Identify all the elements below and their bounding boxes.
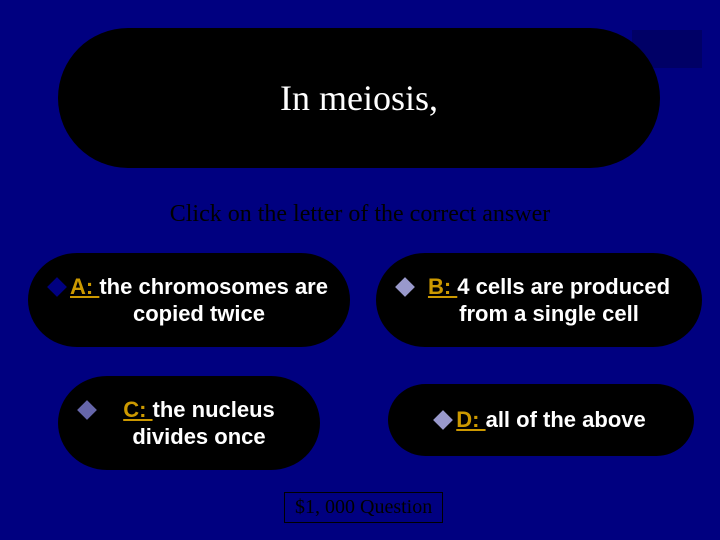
diamond-bullet-icon [77,400,97,420]
diamond-bullet-icon [395,277,415,297]
answer-c-body: C: the nucleus divides once [100,396,298,451]
question-text: In meiosis, [280,77,438,119]
answer-a-row: A: the chromosomes are copied twice [50,273,328,328]
answer-b-text: 4 cells are produced from a single cell [457,274,670,327]
answer-b-row: B: 4 cells are produced from a single ce… [398,273,680,328]
answer-c-row: C: the nucleus divides once [80,396,298,451]
answer-b[interactable]: B: 4 cells are produced from a single ce… [376,253,702,347]
diamond-bullet-icon [47,277,67,297]
answer-a-body: A: the chromosomes are copied twice [70,273,328,328]
answer-c-text: the nucleus divides once [132,397,274,450]
answer-d-letter[interactable]: D: [456,407,485,432]
answer-d-row: D: all of the above [410,406,672,434]
diamond-bullet-icon [433,410,453,430]
answer-d[interactable]: D: all of the above [388,384,694,456]
instruction-text: Click on the letter of the correct answe… [0,201,720,228]
answer-c[interactable]: C: the nucleus divides once [58,376,320,470]
question-value-box[interactable]: $1, 000 Question [284,492,443,523]
answer-c-letter[interactable]: C: [123,397,152,422]
answer-a-letter[interactable]: A: [70,274,99,299]
answer-b-body: B: 4 cells are produced from a single ce… [418,273,680,328]
answer-a[interactable]: A: the chromosomes are copied twice [28,253,350,347]
answer-d-body: D: all of the above [456,406,645,434]
question-value-text: $1, 000 Question [295,496,432,518]
answer-d-text: all of the above [486,407,646,432]
answer-b-letter[interactable]: B: [428,274,457,299]
question-banner: In meiosis, [58,28,660,168]
answer-a-text: the chromosomes are copied twice [99,274,328,327]
